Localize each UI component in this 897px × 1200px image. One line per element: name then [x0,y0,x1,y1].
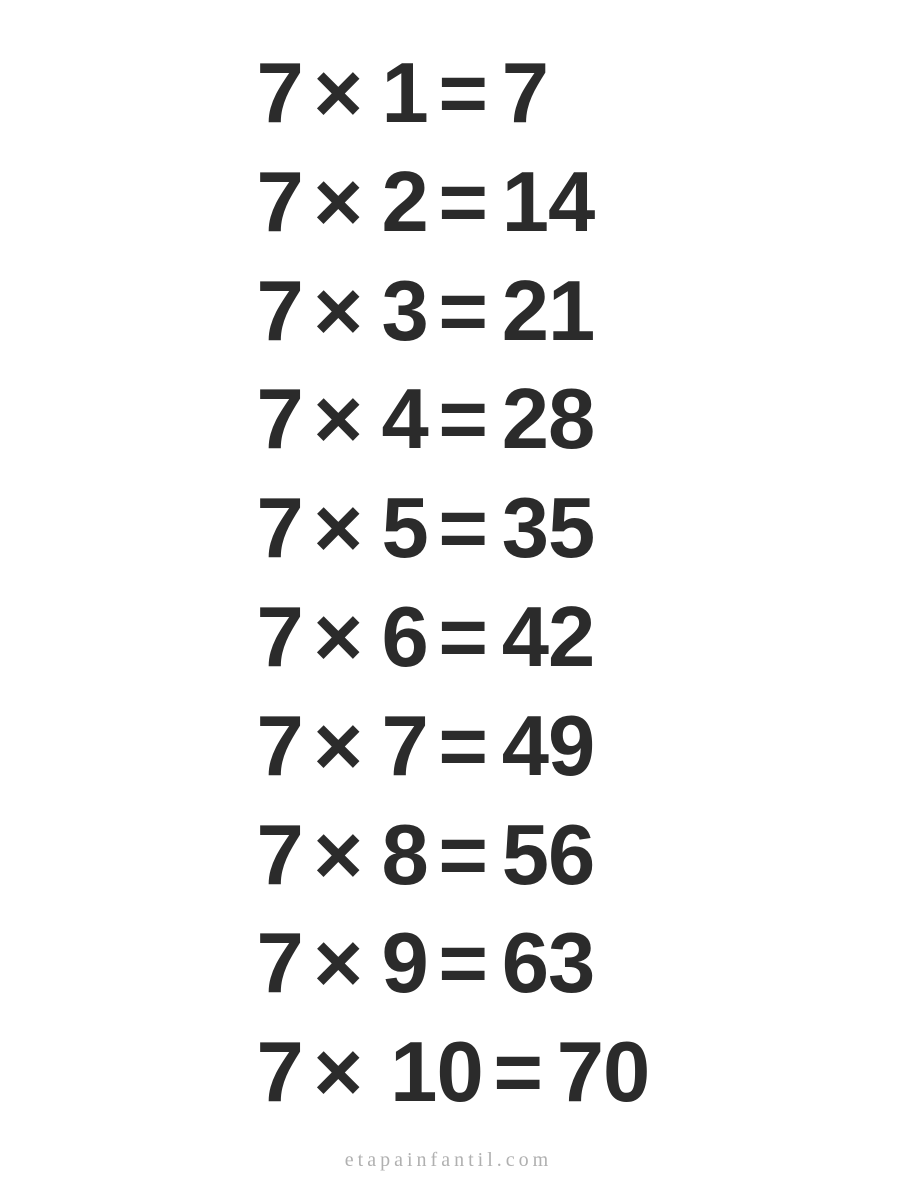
times-symbol: × [303,40,373,149]
times-symbol: × [303,802,373,911]
result: 35 [498,475,595,584]
equals-symbol: = [483,1019,553,1128]
times-symbol: × [303,584,373,693]
table-row: 7 × 6 = 42 [248,584,595,693]
multiplicand: 7 [248,1019,303,1128]
result: 14 [498,149,595,258]
equals-symbol: = [428,40,498,149]
multiplicand: 7 [248,40,303,149]
result: 63 [498,910,595,1019]
multiplicand: 7 [248,693,303,802]
table-row: 7 × 9 = 63 [248,910,595,1019]
equals-symbol: = [428,258,498,367]
times-symbol: × [303,149,373,258]
result: 28 [498,366,595,475]
multiplier: 1 [373,40,428,149]
table-row: 7 × 5 = 35 [248,475,595,584]
table-row: 7 × 4 = 28 [248,366,595,475]
times-symbol: × [303,1019,373,1128]
multiplier: 10 [373,1019,483,1128]
multiplicand: 7 [248,149,303,258]
multiplier: 4 [373,366,428,475]
multiplicand: 7 [248,475,303,584]
table-row: 7 × 2 = 14 [248,149,595,258]
multiplier: 7 [373,693,428,802]
table-row: 7 × 10 = 70 [248,1019,650,1128]
equals-symbol: = [428,584,498,693]
result: 70 [553,1019,650,1128]
result: 7 [498,40,548,149]
multiplier: 5 [373,475,428,584]
table-row: 7 × 3 = 21 [248,258,595,367]
table-row: 7 × 7 = 49 [248,693,595,802]
equals-symbol: = [428,366,498,475]
times-symbol: × [303,910,373,1019]
times-symbol: × [303,693,373,802]
equals-symbol: = [428,910,498,1019]
equals-symbol: = [428,802,498,911]
times-symbol: × [303,366,373,475]
multiplier: 2 [373,149,428,258]
result: 21 [498,258,595,367]
multiplier: 9 [373,910,428,1019]
footer-credit: etapainfantil.com [0,1149,897,1172]
multiplier: 8 [373,802,428,911]
multiplicand: 7 [248,258,303,367]
multiplier: 6 [373,584,428,693]
times-symbol: × [303,475,373,584]
equals-symbol: = [428,693,498,802]
equals-symbol: = [428,475,498,584]
multiplication-table: 7 × 1 = 7 7 × 2 = 14 7 × 3 = 21 7 × 4 = … [248,40,650,1128]
times-symbol: × [303,258,373,367]
multiplicand: 7 [248,910,303,1019]
multiplicand: 7 [248,366,303,475]
table-row: 7 × 8 = 56 [248,802,595,911]
multiplicand: 7 [248,584,303,693]
result: 49 [498,693,595,802]
equals-symbol: = [428,149,498,258]
multiplicand: 7 [248,802,303,911]
multiplier: 3 [373,258,428,367]
result: 42 [498,584,595,693]
result: 56 [498,802,595,911]
table-row: 7 × 1 = 7 [248,40,548,149]
